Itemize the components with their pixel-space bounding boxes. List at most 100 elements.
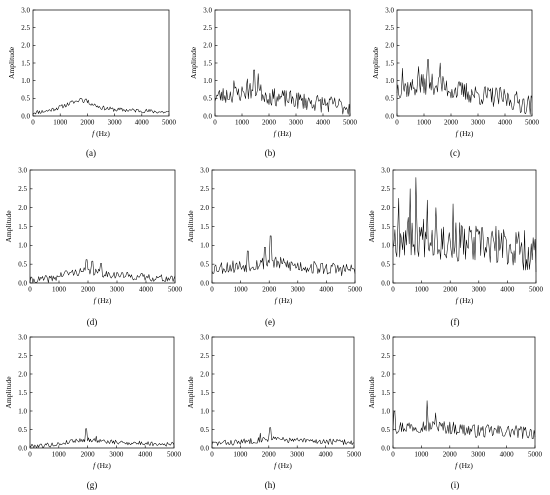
x-axis-symbol: f — [275, 296, 279, 305]
y-axis-label: Amplitude — [4, 210, 13, 243]
x-tick-label: 2000 — [81, 451, 96, 459]
y-tick-label: 2.0 — [18, 204, 27, 212]
y-tick-label: 2.0 — [200, 370, 209, 378]
y-tick-label: 0.0 — [381, 279, 390, 287]
y-tick-label: 0.5 — [200, 260, 209, 268]
y-tick-label: 1.0 — [21, 77, 30, 85]
y-tick-label: 0.5 — [203, 95, 212, 103]
x-axis-symbol: f — [274, 129, 278, 138]
plot-frame — [214, 9, 351, 117]
x-tick-label: 3000 — [108, 119, 123, 127]
y-tick-label: 0.0 — [200, 279, 209, 287]
x-tick-label: 5000 — [348, 286, 363, 294]
y-tick-label: 1.0 — [18, 407, 27, 415]
y-axis-label: Amplitude — [367, 210, 376, 243]
panel-label: (e) — [265, 317, 275, 327]
x-axis-label: f (Hz) — [456, 129, 474, 138]
y-tick-label: 0.5 — [200, 426, 209, 434]
x-axis-label: f (Hz) — [94, 296, 112, 305]
panel-i: 0.0 0.5 1.0 1.5 2.0 2.5 3.0 0 1000 2000 3000 4000 50… — [367, 333, 543, 490]
x-tick-label: 4000 — [500, 451, 515, 459]
y-tick-label: 1.0 — [203, 77, 212, 85]
y-tick-label: 2.0 — [200, 204, 209, 212]
y-tick-label: 2.5 — [18, 185, 27, 193]
y-tick-label: 2.5 — [200, 352, 209, 360]
y-tick-label: 0.5 — [381, 426, 390, 434]
x-axis-unit: (Hz) — [460, 129, 474, 138]
x-tick-label: 4000 — [500, 286, 515, 294]
x-axis-label: f (Hz) — [275, 296, 293, 305]
panel-label: (f) — [451, 317, 460, 327]
plot-frame — [211, 336, 355, 449]
x-tick-label: 5000 — [529, 286, 544, 294]
x-axis-label: f (Hz) — [456, 296, 474, 305]
x-tick-label: 2000 — [262, 451, 277, 459]
panel-f: 0.0 0.5 1.0 1.5 2.0 2.5 3.0 0 1000 2000 3000 4000 50… — [367, 166, 544, 327]
panel-h: 0.0 0.5 1.0 1.5 2.0 2.5 3.0 0 1000 2000 3000 4000 50… — [186, 333, 362, 490]
x-tick-label: 0 — [391, 286, 395, 294]
x-tick-label: 2000 — [262, 119, 277, 127]
spectrum-line — [214, 69, 351, 116]
y-axis-label: Amplitude — [186, 376, 195, 409]
x-tick-label: 0 — [210, 451, 214, 459]
y-axis-label: Amplitude — [371, 46, 380, 79]
x-tick-label: 0 — [395, 119, 399, 127]
y-tick-label: 1.0 — [200, 407, 209, 415]
x-axis-symbol: f — [92, 129, 96, 138]
x-tick-label: 2000 — [443, 286, 458, 294]
y-axis-label: Amplitude — [367, 376, 376, 409]
y-tick-label: 0.0 — [381, 444, 390, 452]
y-tick-label: 1.0 — [381, 407, 390, 415]
panel-label: (d) — [87, 317, 98, 327]
y-tick-label: 2.5 — [21, 24, 30, 32]
plot-frame — [392, 169, 537, 284]
y-tick-label: 1.5 — [18, 223, 27, 231]
y-tick-label: 1.5 — [381, 389, 390, 397]
panel-label: (i) — [451, 480, 460, 490]
y-tick-label: 2.5 — [385, 24, 394, 32]
panel-label: (h) — [265, 480, 276, 490]
x-tick-label: 1000 — [414, 451, 429, 459]
x-axis-unit: (Hz) — [97, 461, 111, 470]
spectrum-line — [211, 427, 355, 446]
y-tick-label: 1.5 — [18, 389, 27, 397]
plot-frame — [396, 9, 533, 117]
spectrum-line — [392, 177, 537, 272]
x-axis-unit: (Hz) — [460, 296, 474, 305]
y-tick-label: 2.5 — [200, 185, 209, 193]
x-tick-label: 2000 — [443, 451, 458, 459]
panel-e: 0.0 0.5 1.0 1.5 2.0 2.5 3.0 0 1000 2000 3000 4000 50… — [186, 166, 363, 327]
x-axis-symbol: f — [94, 296, 98, 305]
panel-label: (a) — [86, 148, 96, 158]
y-tick-label: 2.5 — [381, 185, 390, 193]
x-tick-label: 4000 — [135, 119, 150, 127]
y-tick-label: 0.0 — [203, 112, 212, 120]
y-tick-label: 1.0 — [381, 242, 390, 250]
panel-g: 0.0 0.5 1.0 1.5 2.0 2.5 3.0 0 1000 2000 3000 4000 50… — [4, 333, 182, 490]
y-tick-label: 0.0 — [18, 279, 27, 287]
x-tick-label: 0 — [391, 451, 395, 459]
y-axis-label: Amplitude — [186, 210, 195, 243]
x-axis-unit: (Hz) — [278, 129, 292, 138]
y-tick-label: 2.0 — [18, 370, 27, 378]
x-tick-label: 2000 — [81, 286, 96, 294]
y-tick-label: 2.0 — [381, 370, 390, 378]
y-tick-label: 0.0 — [200, 444, 209, 452]
x-tick-label: 4000 — [319, 451, 334, 459]
y-tick-label: 1.5 — [200, 389, 209, 397]
x-tick-label: 4000 — [316, 119, 331, 127]
x-tick-label: 5000 — [162, 119, 177, 127]
panel-d: 0.0 0.5 1.0 1.5 2.0 2.5 3.0 0 1000 2000 3000 4000 50… — [4, 166, 183, 327]
spectrum-line — [29, 428, 175, 448]
x-tick-label: 3000 — [110, 286, 125, 294]
x-axis-unit: (Hz) — [279, 296, 293, 305]
y-tick-label: 0.5 — [18, 260, 27, 268]
x-tick-label: 5000 — [525, 119, 540, 127]
y-tick-label: 3.0 — [385, 6, 394, 14]
x-tick-label: 5000 — [168, 286, 183, 294]
panel-c: 0.0 0.5 1.0 1.5 2.0 2.5 3.0 0 1000 2000 3000 4000 50… — [371, 6, 540, 158]
panel-label: (g) — [87, 480, 98, 490]
y-tick-label: 0.5 — [21, 95, 30, 103]
y-tick-label: 2.5 — [381, 352, 390, 360]
